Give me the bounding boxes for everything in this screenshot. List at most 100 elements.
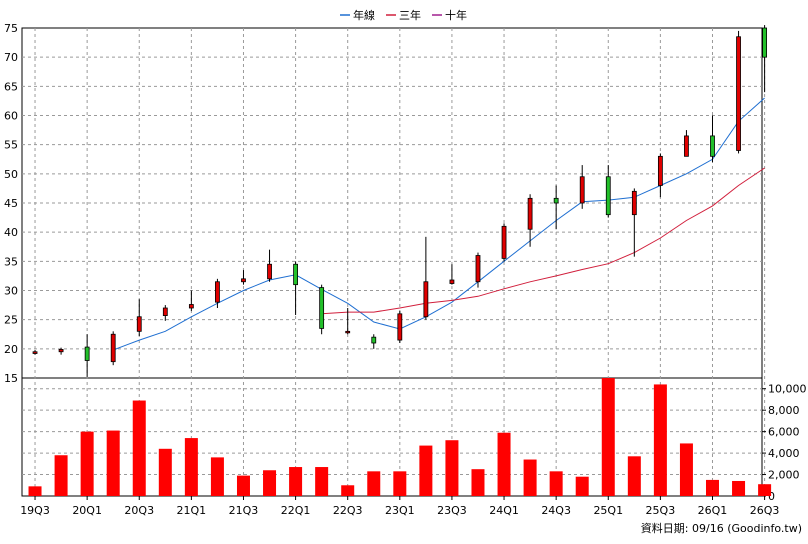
volume-tick-label: 10,000: [768, 383, 807, 396]
series-line: [113, 97, 765, 351]
candlestick: [553, 185, 559, 230]
price-tick-label: 70: [4, 51, 18, 64]
volume-bar: [445, 440, 459, 496]
x-tick-label: 26Q3: [750, 504, 780, 517]
x-tick-label: 25Q1: [593, 504, 623, 517]
candlestick: [345, 308, 351, 335]
candlestick: [423, 236, 429, 320]
volume-bar: [341, 485, 355, 496]
x-tick-label: 25Q3: [646, 504, 676, 517]
volume-bar: [106, 430, 120, 496]
candle-body: [319, 287, 325, 329]
candlestick: [319, 284, 325, 335]
x-tick-label: 26Q1: [698, 504, 728, 517]
candle-body: [553, 197, 559, 204]
candle-body: [188, 304, 194, 309]
candlestick: [631, 188, 637, 257]
volume-bar: [705, 479, 719, 496]
x-tick-label: 24Q3: [541, 504, 571, 517]
candle-body: [32, 351, 38, 354]
x-tick-label: 21Q1: [177, 504, 207, 517]
candle-body: [527, 197, 533, 230]
candlestick: [657, 153, 663, 198]
volume-bar: [393, 471, 407, 496]
candlestick: [136, 299, 142, 336]
volume-bar: [28, 486, 42, 496]
moving-average-lines: [113, 97, 765, 351]
volume-bar: [627, 456, 641, 496]
candlestick: [449, 264, 455, 285]
candle-body: [710, 135, 715, 157]
price-tick-label: 40: [4, 226, 18, 239]
candlestick: [267, 249, 272, 282]
volume-bar: [184, 438, 198, 496]
volume-bar: [758, 484, 772, 496]
volume-bar: [419, 445, 433, 496]
candlestick: [371, 334, 377, 349]
footer-note: 資料日期: 09/16 (Goodinfo.tw): [641, 521, 802, 535]
x-axis: 19Q3 20Q1 20Q3 21Q1 21Q3 22Q1 22Q3 23Q1 23Q3 24Q1…: [20, 496, 779, 517]
volume-bar: [80, 431, 94, 496]
volume-tick-label: 0: [768, 490, 775, 503]
volume-bar: [315, 467, 329, 496]
volume-bar: [210, 457, 224, 496]
volume-tick-label: 4,000: [768, 447, 800, 460]
candle-body: [84, 346, 90, 361]
volume-bars: [28, 378, 772, 496]
candle-body: [397, 313, 403, 341]
candle-body: [579, 176, 585, 204]
volume-bar: [732, 480, 746, 496]
legend-label: 三年: [399, 8, 421, 22]
candle-body: [605, 176, 611, 216]
price-tick-label: 15: [4, 372, 18, 385]
x-tick-label: 20Q1: [72, 504, 102, 517]
price-tick-label: 20: [4, 343, 18, 356]
x-tick-label: 19Q3: [20, 504, 50, 517]
volume-tick-label: 6,000: [768, 426, 800, 439]
price-axis: 15 20 25 30 35 40 45 50 55 60 65 70 75: [4, 22, 18, 385]
price-tick-label: 75: [4, 22, 18, 35]
candlestick: [241, 270, 246, 285]
candlestick: [293, 261, 298, 315]
candlesticks: [32, 25, 768, 377]
price-tick-label: 25: [4, 314, 18, 327]
volume-bar: [679, 443, 693, 496]
x-tick-label: 24Q1: [489, 504, 519, 517]
candle-body: [423, 281, 429, 318]
candle-body: [684, 135, 689, 157]
price-tick-label: 55: [4, 139, 18, 152]
candlestick: [605, 165, 611, 218]
candle-body: [657, 155, 663, 186]
volume-bar: [236, 475, 250, 496]
candle-body: [58, 349, 64, 353]
candle-body: [110, 333, 116, 363]
volume-bar: [601, 378, 615, 496]
volume-bar: [54, 455, 68, 496]
x-tick-label: 22Q1: [281, 504, 311, 517]
candlestick: [215, 278, 220, 308]
candle-body: [241, 278, 246, 283]
legend-label: 年線: [353, 8, 375, 22]
candlestick: [397, 310, 403, 343]
legend-label: 十年: [445, 8, 467, 22]
candlestick: [762, 25, 768, 93]
candle-body: [293, 263, 298, 286]
volume-tick-label: 8,000: [768, 404, 800, 417]
candlestick: [32, 350, 38, 355]
candlestick: [84, 334, 90, 377]
price-tick-label: 50: [4, 168, 18, 181]
volume-bar: [158, 448, 172, 496]
volume-bar: [575, 476, 589, 496]
candlestick: [736, 30, 741, 154]
candle-body: [449, 279, 455, 284]
candlestick: [501, 223, 507, 262]
volume-bar: [289, 467, 303, 496]
volume-bar: [367, 471, 381, 496]
volume-axis: 0 2,000 4,000 6,000 8,000 10,000: [762, 383, 807, 503]
volume-bar: [523, 459, 537, 496]
candle-body: [736, 36, 741, 151]
volume-bar: [549, 471, 563, 496]
volume-bar: [471, 469, 485, 496]
